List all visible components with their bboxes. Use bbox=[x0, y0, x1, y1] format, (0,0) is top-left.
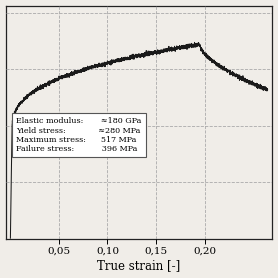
Text: Elastic modulus:       ≈180 GPa
Yield stress:             ≈280 MPa
Maximum stres: Elastic modulus: ≈180 GPa Yield stress: … bbox=[16, 117, 142, 153]
X-axis label: True strain [-]: True strain [-] bbox=[97, 259, 181, 272]
